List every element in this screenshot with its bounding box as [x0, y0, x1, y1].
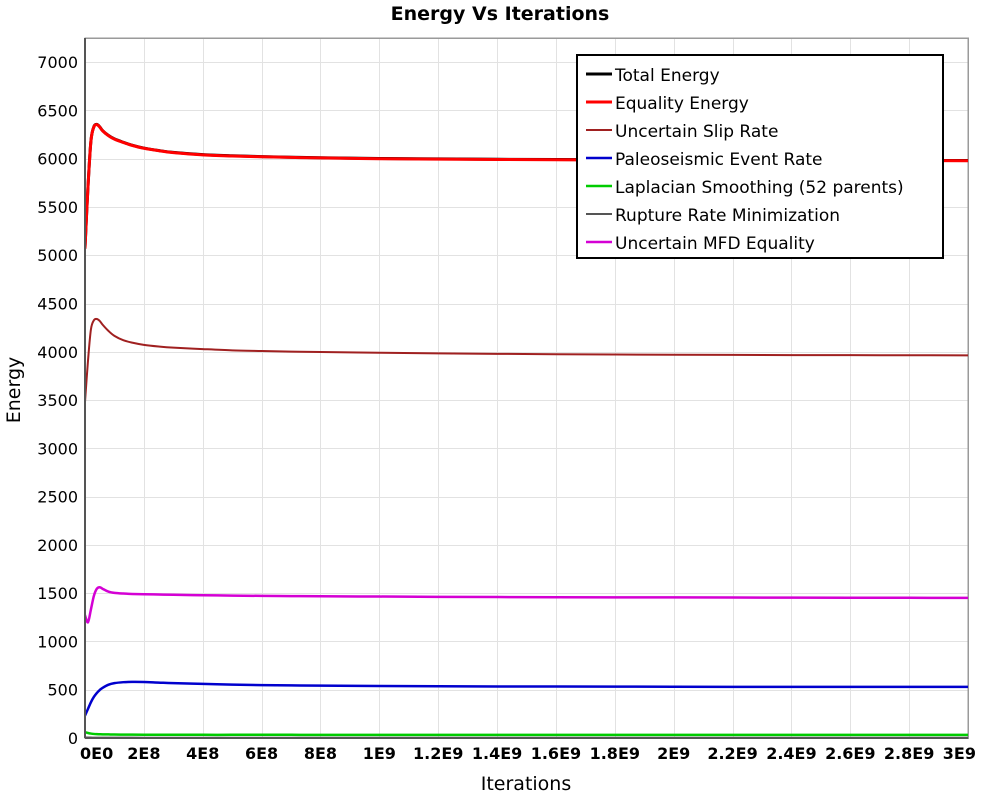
- x-tick-label: 2.2E9: [707, 744, 757, 763]
- legend-item-label: Laplacian Smoothing (52 parents): [615, 178, 904, 198]
- y-tick-label: 5500: [37, 198, 78, 217]
- series-line-paleoseismic-event-rate: [85, 680, 968, 717]
- y-tick-label: 1000: [37, 632, 78, 651]
- legend-items: Total Energy Equality Energy Uncertain Sli…: [586, 66, 904, 254]
- x-tick-label: 2.8E9: [884, 744, 934, 763]
- y-tick-label: 3500: [37, 391, 78, 410]
- legend-item-label: Equality Energy: [615, 94, 749, 114]
- legend-item-label: Total Energy: [614, 66, 720, 86]
- series-line-uncertain-mfd-equality: [85, 585, 968, 624]
- y-tick-label: 5000: [37, 246, 78, 265]
- x-tick-label: 1.2E9: [413, 744, 463, 763]
- y-tick-label: 2000: [37, 536, 78, 555]
- legend-item-label: Paleoseismic Event Rate: [615, 150, 823, 170]
- x-tick-label: 4E8: [186, 744, 219, 763]
- chart-legend: Total Energy Equality Energy Uncertain Sli…: [576, 54, 944, 259]
- y-tick-label: 7000: [37, 53, 78, 72]
- y-axis-title: Energy: [3, 357, 25, 424]
- y-tick-label: 6500: [37, 101, 78, 120]
- x-tick-label: 1.6E9: [531, 744, 581, 763]
- page-title: Energy Vs Iterations: [391, 3, 610, 25]
- y-axis-tick-labels: 0 500 1000 1500 2000 2500 3000 3500 4000 4500 5000…: [37, 53, 78, 748]
- x-tick-label: 2.6E9: [825, 744, 875, 763]
- x-tick-label: 6E8: [245, 744, 278, 763]
- series-line-uncertain-slip-rate: [85, 317, 968, 403]
- x-tick-label: 2E8: [127, 744, 160, 763]
- y-tick-label: 1500: [37, 584, 78, 603]
- y-tick-label: 4000: [37, 343, 78, 362]
- x-axis-tick-labels: 0E0 2E8 4E8 6E8 8E8 1E9 1.2E9 1.4E9 1.6E9 1.8E9 2E…: [80, 744, 976, 763]
- legend-item-label: Uncertain Slip Rate: [615, 122, 778, 142]
- y-tick-label: 0: [68, 729, 78, 748]
- legend-box: [576, 54, 944, 259]
- series-line-laplacian-smoothing-52-parents: [85, 730, 968, 737]
- x-tick-label: 2E9: [657, 744, 690, 763]
- y-tick-label: 2500: [37, 488, 78, 507]
- x-tick-label: 1E9: [363, 744, 396, 763]
- x-tick-label: 3E9: [943, 744, 976, 763]
- x-tick-label: 1.4E9: [472, 744, 522, 763]
- x-tick-label: 0E0: [80, 744, 113, 763]
- x-tick-label: 1.8E9: [590, 744, 640, 763]
- legend-item-label: Uncertain MFD Equality: [615, 234, 815, 254]
- x-axis-title: Iterations: [481, 773, 572, 795]
- y-tick-label: 3000: [37, 439, 78, 458]
- y-tick-label: 6000: [37, 150, 78, 169]
- x-tick-label: 2.4E9: [766, 744, 816, 763]
- x-tick-label: 8E8: [304, 744, 337, 763]
- y-tick-label: 4500: [37, 295, 78, 314]
- legend-item-label: Rupture Rate Minimization: [615, 206, 840, 226]
- y-tick-label: 500: [47, 681, 78, 700]
